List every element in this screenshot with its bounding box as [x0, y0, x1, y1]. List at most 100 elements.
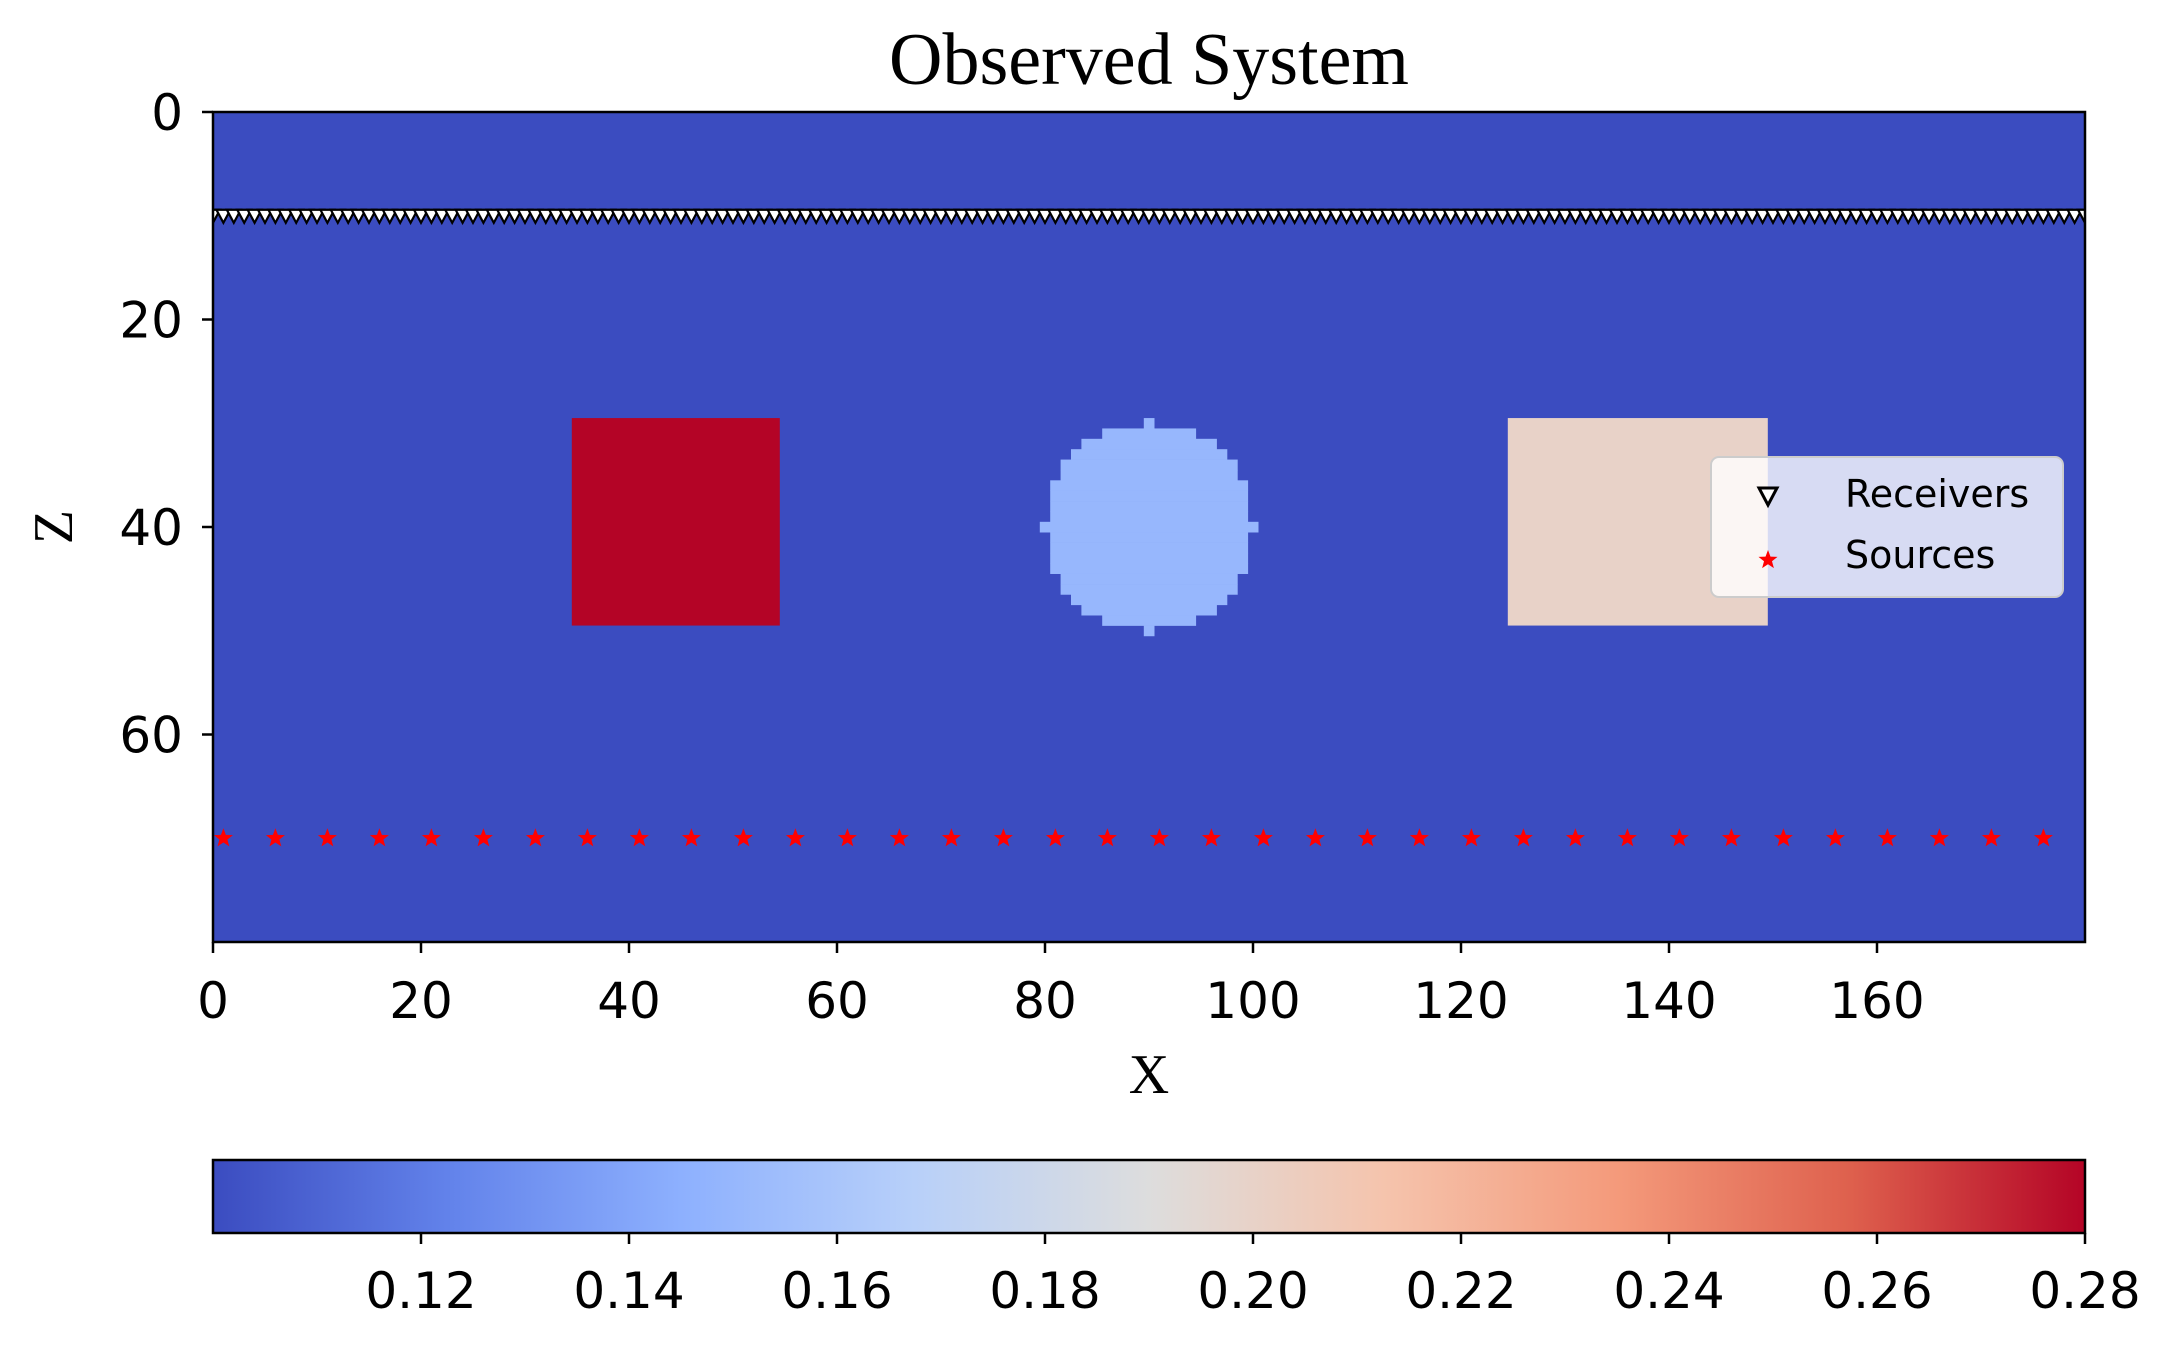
- source-marker: [1981, 828, 2001, 847]
- colorbar-tick-label: 0.24: [1613, 1262, 1724, 1320]
- receiver-marker: [1753, 208, 1772, 226]
- receiver-marker: [1202, 208, 1221, 226]
- circle-pixel-row: [1081, 604, 1217, 616]
- source-marker: [1513, 828, 1533, 847]
- receiver-marker: [1493, 208, 1512, 226]
- receiver-marker: [1046, 208, 1065, 226]
- receiver-marker: [1452, 208, 1470, 226]
- receiver-marker: [1576, 208, 1595, 226]
- x-tick-label: 160: [1829, 972, 1924, 1030]
- receiver-marker: [1857, 208, 1876, 226]
- receiver-marker: [578, 208, 597, 226]
- source-marker: [1357, 828, 1377, 847]
- source-marker: [1253, 828, 1273, 847]
- colorbar-tick-label: 0.26: [1821, 1262, 1932, 1320]
- receiver-marker: [1930, 208, 1949, 226]
- y-tick-label: 0: [151, 84, 183, 142]
- receiver-marker: [848, 208, 867, 226]
- y-tick-label: 20: [119, 292, 183, 350]
- source-marker: [213, 828, 233, 847]
- receiver-marker: [1119, 208, 1138, 226]
- y-axis-ticks: 0 20 40 60: [119, 84, 213, 765]
- receiver-marker: [620, 208, 638, 226]
- receiver-marker: [547, 208, 566, 226]
- circle-pixel-row: [1060, 573, 1238, 585]
- source-marker: [2033, 828, 2053, 847]
- receiver-marker: [1483, 208, 1502, 226]
- receiver-marker: [2034, 208, 2053, 226]
- x-axis-label: X: [1129, 1044, 1169, 1106]
- receiver-marker: [1389, 208, 1408, 226]
- receiver-marker: [505, 208, 524, 226]
- receiver-marker: [651, 208, 670, 226]
- receiver-marker: [1088, 208, 1106, 226]
- receiver-marker: [1212, 208, 1231, 226]
- receiver-marker: [412, 208, 430, 226]
- circle-pixel-row: [1050, 552, 1249, 564]
- receiver-marker: [1015, 208, 1034, 226]
- colorbar-tick-label: 0.16: [781, 1262, 892, 1320]
- legend-receiver-marker: [1756, 486, 1780, 509]
- receiver-marker: [1254, 208, 1273, 226]
- receiver-marker: [2013, 208, 2032, 226]
- receiver-marker: [588, 208, 607, 226]
- receiver-marker: [1140, 208, 1158, 226]
- receiver-marker: [1431, 208, 1450, 226]
- circle-pixel-row: [1050, 480, 1249, 491]
- receiver-marker: [516, 208, 534, 226]
- receiver-marker: [1077, 208, 1096, 226]
- receiver-marker: [786, 208, 805, 226]
- x-tick-label: 60: [805, 972, 869, 1030]
- source-marker: [1097, 828, 1117, 847]
- receiver-marker: [630, 208, 649, 226]
- receiver-marker: [776, 208, 794, 226]
- source-marker: [369, 828, 389, 847]
- source-marker: [1409, 828, 1429, 847]
- source-marker: [1305, 828, 1325, 847]
- receiver-marker: [1441, 208, 1460, 226]
- receiver-marker: [1192, 208, 1210, 226]
- x-tick-label: 80: [1013, 972, 1077, 1030]
- receiver-marker: [713, 208, 732, 226]
- receiver-marker: [287, 208, 306, 226]
- circle-pixel-row: [1102, 615, 1197, 626]
- circle-pixel-row: [1143, 625, 1155, 637]
- receiver-marker: [796, 208, 815, 226]
- receiver-marker: [1181, 208, 1200, 226]
- receiver-marker: [318, 208, 337, 226]
- receiver-marker: [214, 208, 233, 226]
- legend-receivers-label: Receivers: [1845, 472, 2029, 516]
- source-marker: [1721, 828, 1741, 847]
- receiver-marker: [349, 208, 368, 226]
- legend: Receivers Sources: [1710, 456, 2064, 598]
- receiver-marker: [755, 208, 774, 226]
- source-marker: [629, 828, 649, 847]
- circle-pixel-row: [1060, 584, 1238, 595]
- circle-pixel-row: [1050, 501, 1249, 512]
- receiver-marker: [401, 208, 420, 226]
- receiver-marker: [2003, 208, 2022, 226]
- x-tick-label: 0: [197, 972, 229, 1030]
- receiver-marker: [1223, 208, 1242, 226]
- receiver-marker: [609, 208, 628, 226]
- receiver-marker: [474, 208, 493, 226]
- receiver-marker: [1868, 208, 1886, 226]
- source-marker: [1565, 828, 1585, 847]
- receiver-marker: [1244, 208, 1262, 226]
- receiver-marker: [932, 208, 950, 226]
- receiver-marker: [1816, 208, 1834, 226]
- receiver-marker: [1618, 208, 1637, 226]
- source-marker: [421, 828, 441, 847]
- receiver-marker: [1597, 208, 1616, 226]
- circle-pixel-row: [1071, 594, 1228, 606]
- receiver-marker: [1878, 208, 1897, 226]
- source-marker: [1877, 828, 1897, 847]
- source-marker: [941, 828, 961, 847]
- receiver-marker: [1701, 208, 1720, 226]
- circle-pixel-row: [1050, 532, 1249, 543]
- receiver-marker: [1160, 208, 1179, 226]
- receiver-marker: [276, 208, 295, 226]
- receiver-marker: [1639, 208, 1658, 226]
- receiver-marker: [734, 208, 753, 226]
